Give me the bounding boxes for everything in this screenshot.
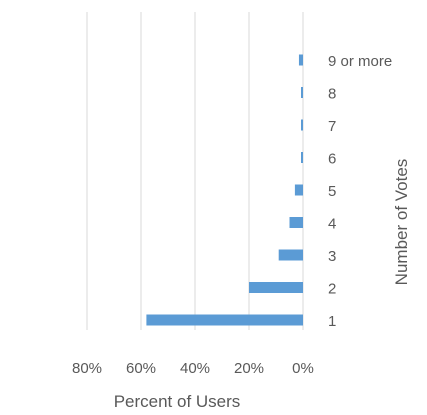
- category-label: 6: [328, 151, 336, 168]
- bar: [146, 314, 303, 326]
- category-label: 8: [328, 86, 336, 103]
- bar: [298, 54, 303, 66]
- x-tick-label: 40%: [180, 360, 210, 377]
- bar: [289, 217, 303, 228]
- x-tick-label: 80%: [72, 360, 102, 377]
- category-label: 4: [328, 216, 336, 233]
- x-tick-label: 20%: [234, 360, 264, 377]
- gridlines: [86, 12, 304, 330]
- bar: [301, 87, 303, 98]
- category-label: 1: [328, 313, 336, 330]
- x-tick-labels: 0% 20% 40% 60% 80%: [72, 360, 314, 377]
- category-label: 3: [328, 248, 336, 265]
- category-label: 7: [328, 118, 336, 135]
- x-tick-label: 0%: [292, 360, 314, 377]
- category-label: 2: [328, 281, 336, 298]
- bar: [301, 152, 303, 163]
- x-tick-label: 60%: [126, 360, 156, 377]
- bar: [301, 119, 303, 131]
- category-labels: 1 2 3 4 5 6 7 8 9 or more: [328, 53, 392, 330]
- bars: [146, 54, 303, 326]
- bar: [278, 249, 303, 261]
- category-label: 5: [328, 183, 336, 200]
- category-label: 9 or more: [328, 53, 392, 70]
- y-axis-title: Number of Votes: [392, 159, 411, 286]
- bar: [294, 184, 303, 196]
- bar: [249, 282, 303, 293]
- x-axis-title: Percent of Users: [114, 392, 241, 411]
